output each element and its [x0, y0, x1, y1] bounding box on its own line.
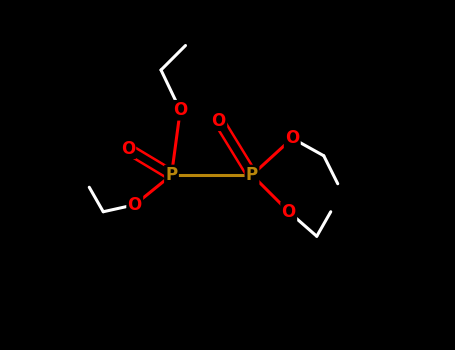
Text: P: P	[246, 166, 258, 184]
Text: P: P	[166, 166, 177, 184]
Text: O: O	[173, 101, 187, 119]
Text: O: O	[285, 129, 299, 147]
Text: O: O	[282, 203, 296, 221]
Text: O: O	[121, 140, 135, 158]
Text: O: O	[212, 112, 226, 130]
Text: O: O	[127, 196, 142, 214]
